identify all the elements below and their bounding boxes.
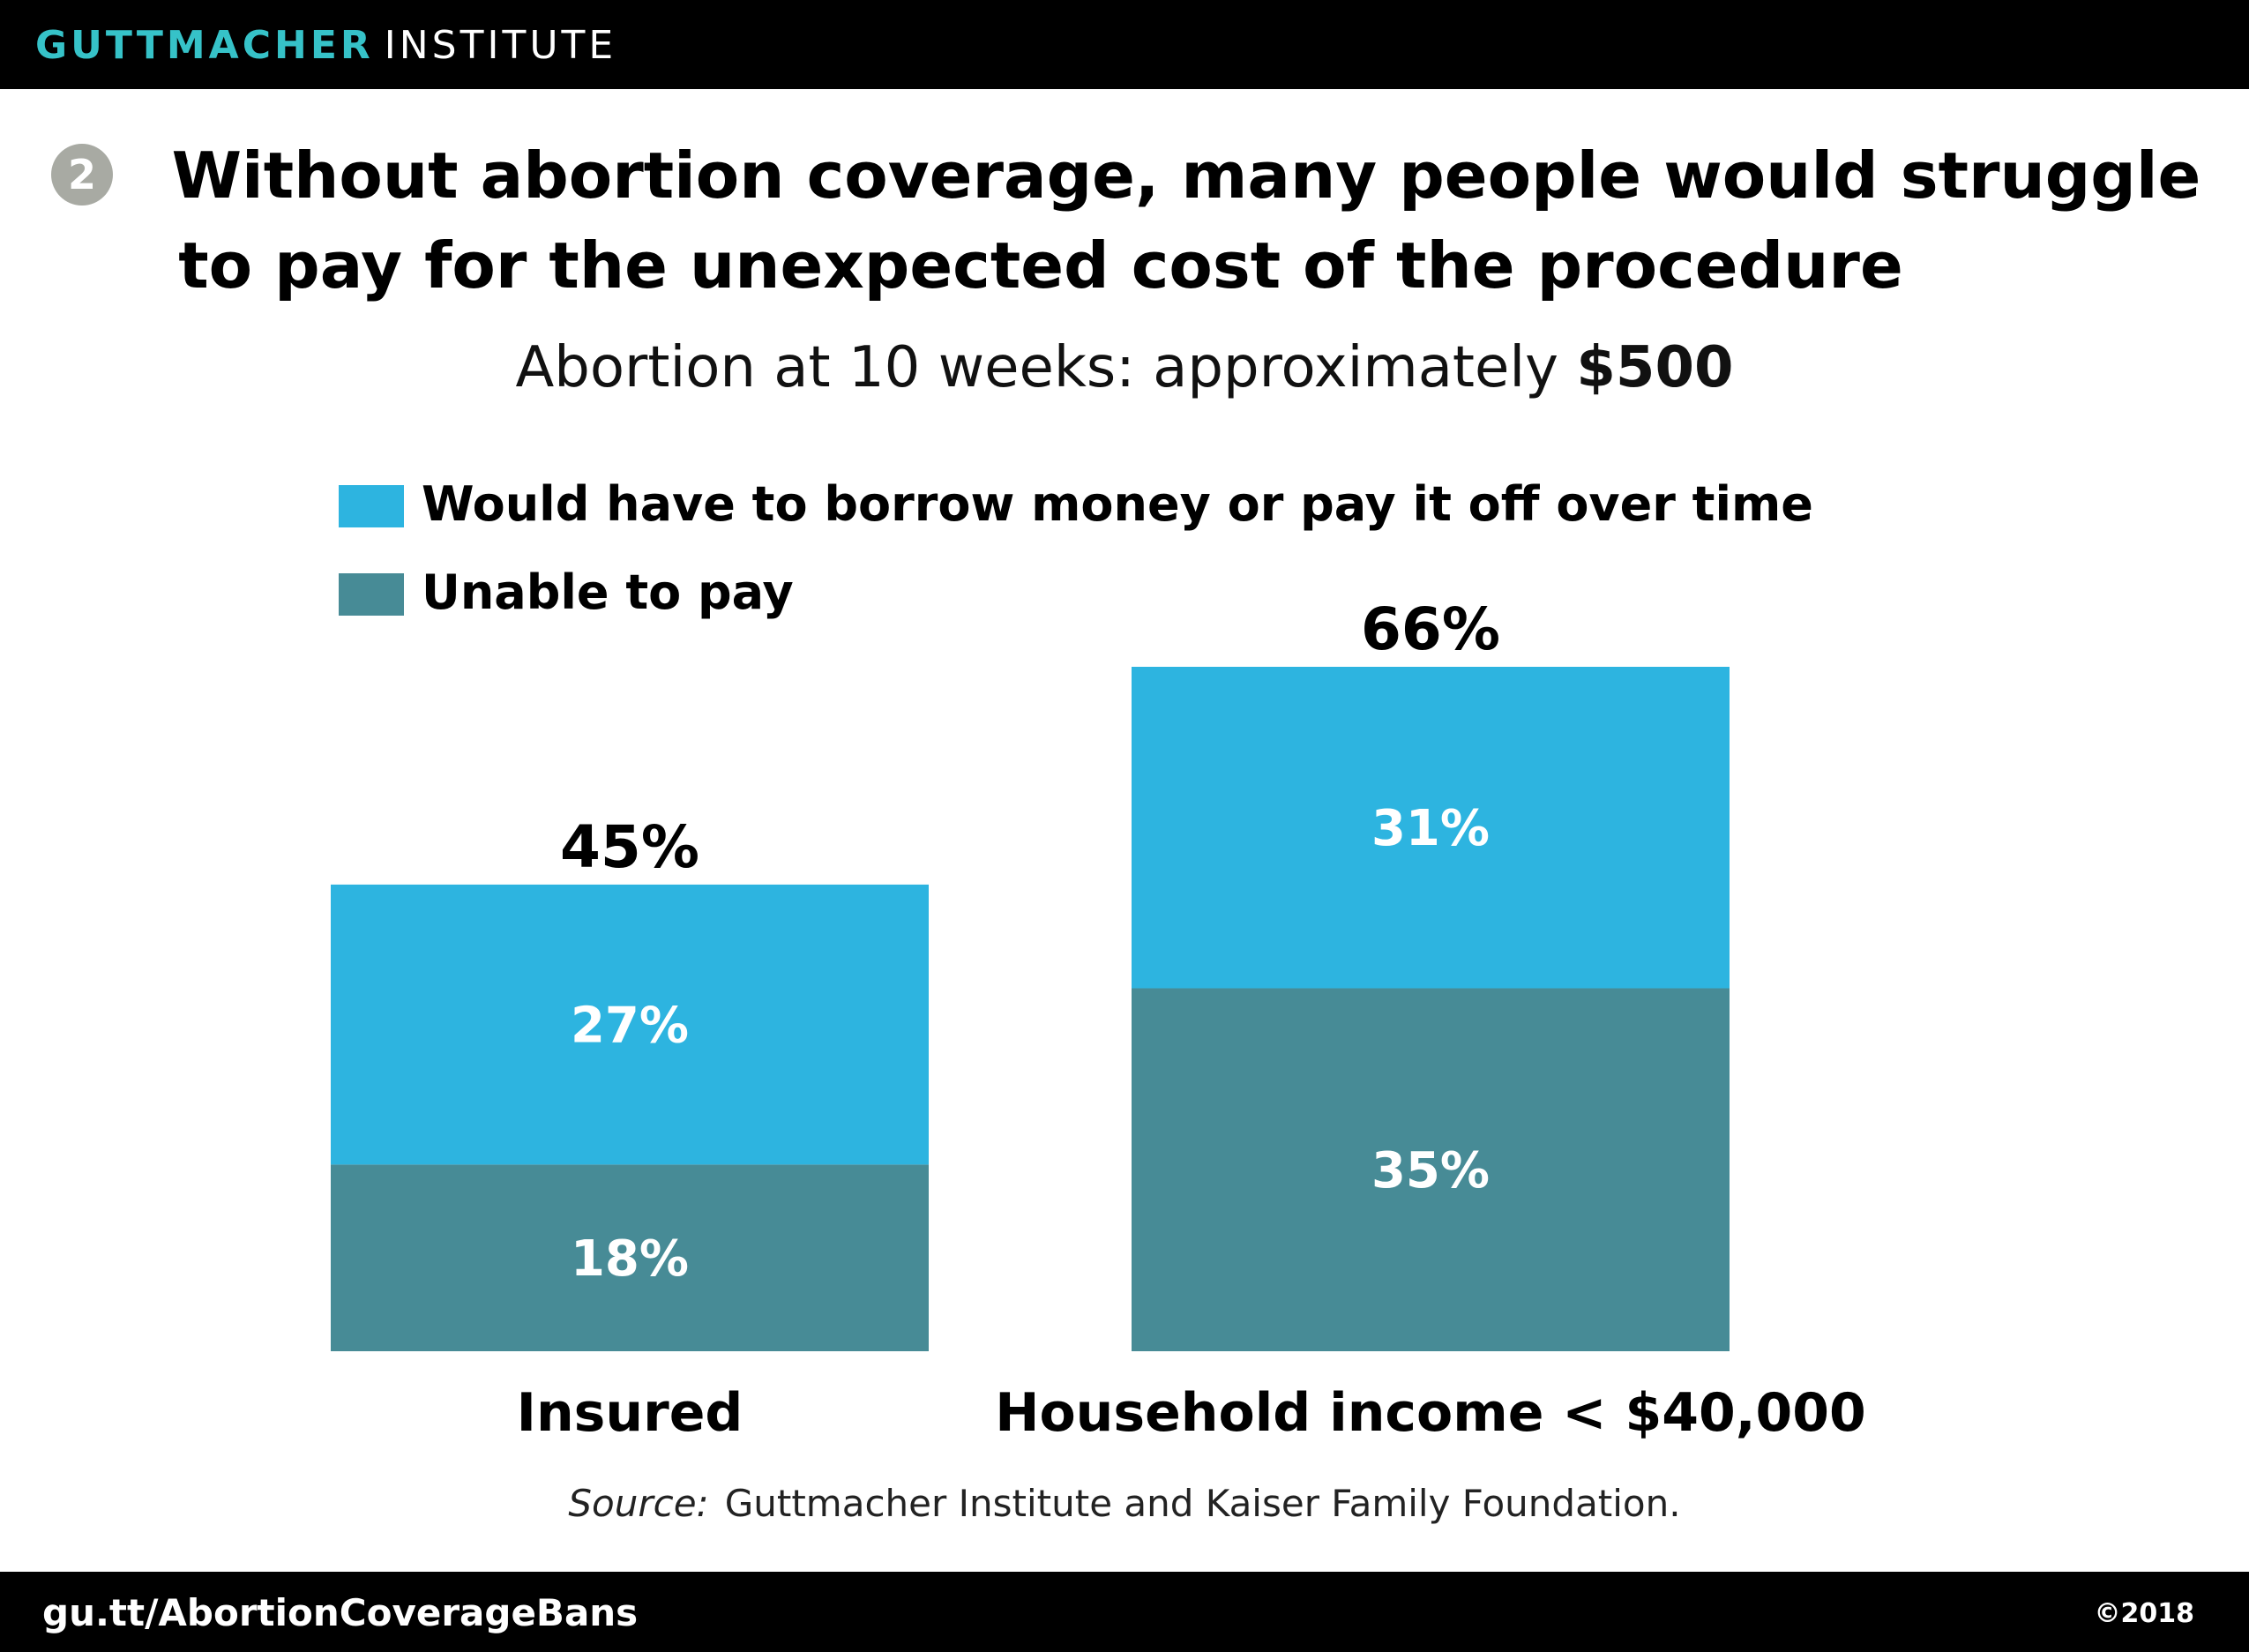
source-text: Guttmacher Institute and Kaiser Family F… [724, 1482, 1681, 1525]
data-label-household-income-40-000-unable-to-pay: 35% [1371, 1142, 1490, 1200]
legend-swatch-borrow [339, 485, 404, 527]
bar-insured-would-have-to-borrow-money-or-pay-it-off-over-time [331, 884, 929, 1165]
chart-title-line1: Without abortion coverage, many people w… [171, 138, 2201, 213]
bar-insured-unable-to-pay [331, 1164, 929, 1351]
chart-subtitle: Abortion at 10 weeks: approximately $500 [0, 335, 2249, 400]
figure-number-badge: 2 [51, 144, 113, 206]
source-label: Source: [568, 1482, 709, 1525]
total-label-insured: 45% [560, 813, 699, 881]
legend-label-borrow: Would have to borrow money or pay it off… [422, 476, 1813, 532]
category-label-household-income-40-000: Household income < $40,000 [995, 1382, 1866, 1444]
total-label-household-income-40-000: 66% [1361, 595, 1500, 663]
data-label-household-income-40-000-would-have-to-borrow-money-or-pay-it-off-over-time: 31% [1371, 800, 1490, 857]
legend-swatch-unable [339, 573, 404, 616]
chart-title: Without abortion coverage, many people w… [132, 131, 2214, 310]
chart-title-line2: to pay for the unexpected cost of the pr… [178, 228, 1903, 303]
bar-household-income-40-000-would-have-to-borrow-money-or-pay-it-off-over-time [1132, 667, 1730, 989]
brand-secondary: INSTITUTE [384, 23, 617, 68]
legend-label-unable: Unable to pay [422, 564, 794, 620]
brand-logo: GUTTMACHER INSTITUTE [35, 23, 616, 68]
subtitle-text: Abortion at 10 weeks: approximately [515, 335, 1559, 400]
bar-household-income-40-000-unable-to-pay [1132, 988, 1730, 1351]
brand-primary: GUTTMACHER [35, 23, 374, 68]
footer-url: gu.tt/AbortionCoverageBans [42, 1591, 639, 1634]
data-label-insured-would-have-to-borrow-money-or-pay-it-off-over-time: 27% [571, 998, 689, 1055]
category-label-insured: Insured [517, 1382, 743, 1444]
source-note: Source: Guttmacher Institute and Kaiser F… [0, 1482, 2249, 1525]
footer-bar: gu.tt/AbortionCoverageBans ©2018 [0, 1572, 2249, 1652]
data-label-insured-unable-to-pay: 18% [571, 1230, 689, 1288]
stacked-bar-chart: 18% 27% 45% Insured 35% 31% 66% Household incom… [331, 595, 1866, 1444]
header-bar: GUTTMACHER INSTITUTE [0, 0, 2249, 89]
subtitle-amount: $500 [1576, 335, 1734, 400]
footer-copyright: ©2018 [2094, 1598, 2195, 1629]
